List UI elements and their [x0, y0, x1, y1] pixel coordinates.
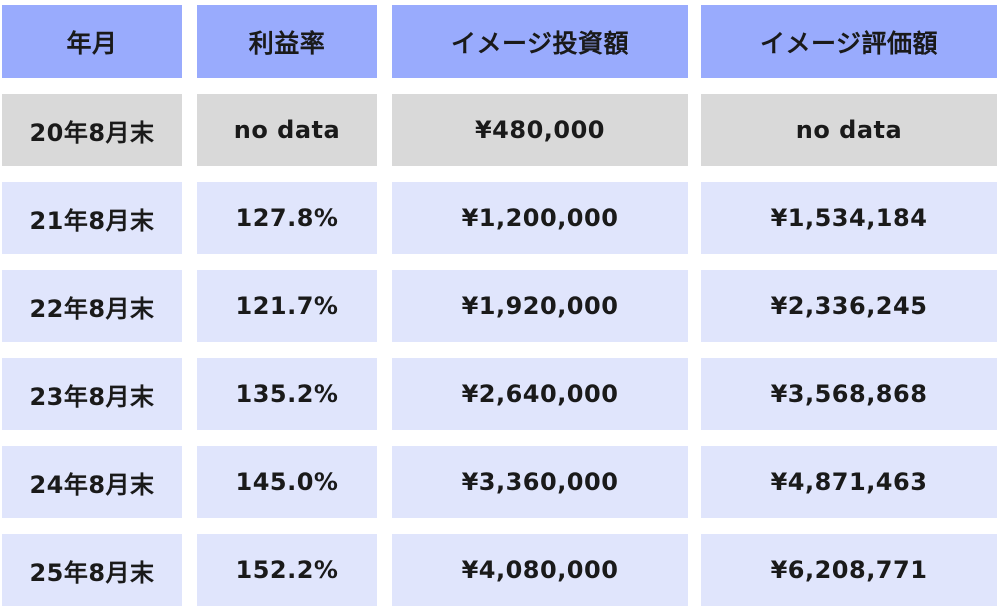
table-cell-investment: ¥2,640,000 [392, 358, 688, 430]
table-cell-investment: ¥480,000 [392, 94, 688, 166]
table-cell-valuation: ¥2,336,245 [701, 270, 997, 342]
table-cell-investment: ¥3,360,000 [392, 446, 688, 518]
header-month: 年月 [2, 5, 182, 78]
table-cell-rate: no data [197, 94, 377, 166]
table-cell-month: 20年8月末 [2, 94, 182, 166]
table-cell-valuation: no data [701, 94, 997, 166]
table-cell-month: 24年8月末 [2, 446, 182, 518]
table-cell-valuation: ¥3,568,868 [701, 358, 997, 430]
table-cell-valuation: ¥1,534,184 [701, 182, 997, 254]
header-valuation: イメージ評価額 [701, 5, 997, 78]
table-cell-month: 23年8月末 [2, 358, 182, 430]
table-cell-rate: 121.7% [197, 270, 377, 342]
table-cell-investment: ¥1,200,000 [392, 182, 688, 254]
table-cell-rate: 152.2% [197, 534, 377, 606]
table-cell-valuation: ¥4,871,463 [701, 446, 997, 518]
table-cell-rate: 135.2% [197, 358, 377, 430]
table-cell-valuation: ¥6,208,771 [701, 534, 997, 606]
table-cell-investment: ¥1,920,000 [392, 270, 688, 342]
header-investment: イメージ投資額 [392, 5, 688, 78]
table-cell-rate: 145.0% [197, 446, 377, 518]
table-cell-month: 21年8月末 [2, 182, 182, 254]
table-cell-investment: ¥4,080,000 [392, 534, 688, 606]
table-cell-month: 22年8月末 [2, 270, 182, 342]
table-cell-month: 25年8月末 [2, 534, 182, 606]
header-profit-rate: 利益率 [197, 5, 377, 78]
table-cell-rate: 127.8% [197, 182, 377, 254]
